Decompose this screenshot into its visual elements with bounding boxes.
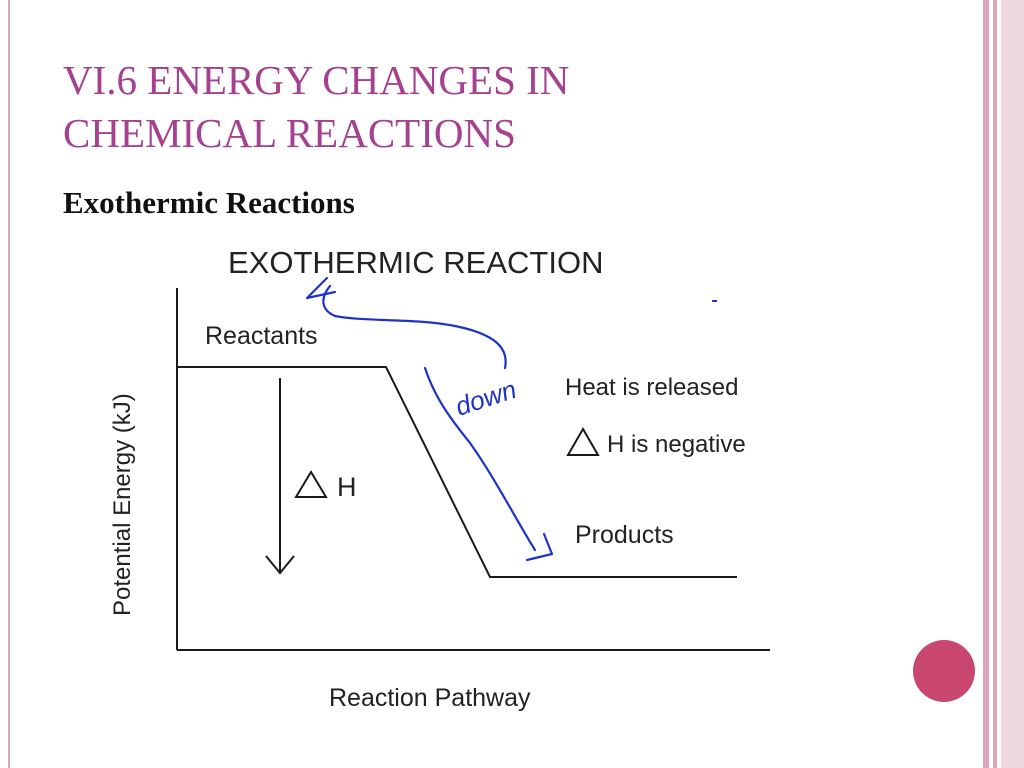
- delta-h-label: H: [294, 470, 357, 502]
- accent-dot: [913, 640, 975, 702]
- delta-h-arrow-head: [265, 555, 295, 575]
- heat-released-note: Heat is released: [565, 374, 738, 401]
- slide-subtitle: Exothermic Reactions: [63, 185, 355, 220]
- handwritten-arrow-head-products: [525, 532, 554, 562]
- delta-triangle-icon: [566, 426, 600, 456]
- slide-title: VI.6 ENERGY CHANGES IN CHEMICAL REACTION…: [63, 54, 963, 160]
- energy-diagram: EXOTHERMIC REACTION Potential Energy (kJ…: [109, 245, 770, 712]
- right-decorative-band-1: [983, 0, 989, 768]
- delta-h-negative-text: H is negative: [607, 431, 746, 458]
- slide-title-line-2: CHEMICAL REACTIONS: [63, 110, 516, 156]
- handwritten-annotation: [305, 276, 554, 562]
- reactants-label: Reactants: [205, 322, 318, 350]
- products-label: Products: [575, 521, 674, 549]
- handwritten-curve-to-title: [322, 284, 507, 370]
- left-border-rule: [8, 0, 10, 768]
- y-axis-label: Potential Energy (kJ): [109, 393, 136, 616]
- delta-triangle-icon: [294, 470, 328, 498]
- right-decorative-band-3: [1001, 0, 1024, 768]
- delta-h-negative-note: H is negative: [566, 426, 746, 458]
- delta-h-symbol: H: [337, 472, 357, 502]
- right-decorative-band-2: [993, 0, 997, 768]
- handwritten-down-note: down: [452, 374, 520, 422]
- diagram-title: EXOTHERMIC REACTION: [228, 245, 603, 280]
- handwritten-arrow-down-path: [423, 366, 537, 552]
- handwritten-arrow-head-title: [305, 276, 337, 300]
- slide-title-line-1: VI.6 ENERGY CHANGES IN: [63, 57, 570, 103]
- x-axis-label: Reaction Pathway: [329, 684, 531, 712]
- energy-path: [177, 366, 737, 578]
